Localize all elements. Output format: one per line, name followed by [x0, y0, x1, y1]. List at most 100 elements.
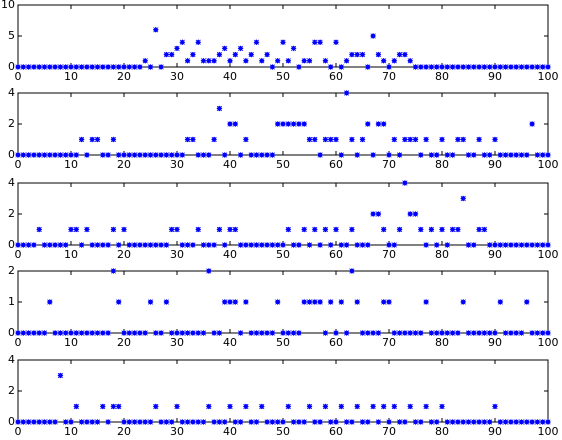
marker [99, 242, 106, 248]
marker [137, 242, 143, 248]
marker [433, 330, 440, 336]
marker [184, 136, 191, 143]
y-tick-label: 4 [8, 86, 15, 99]
marker [301, 419, 308, 425]
x-tick-label: 20 [117, 425, 131, 438]
marker [492, 403, 498, 410]
marker [84, 226, 90, 233]
marker [470, 419, 477, 425]
marker [200, 152, 207, 158]
marker [99, 403, 106, 410]
marker [142, 330, 149, 336]
y-tick-label: 2 [8, 384, 15, 397]
marker [89, 419, 96, 425]
marker [338, 242, 345, 248]
x-tick-label: 60 [329, 336, 343, 349]
marker [476, 136, 482, 143]
marker [502, 64, 509, 70]
marker [73, 403, 80, 410]
marker [15, 419, 21, 425]
marker [237, 242, 244, 248]
marker [89, 330, 96, 336]
marker [518, 419, 525, 425]
marker [62, 64, 69, 70]
x-tick-label: 20 [117, 158, 131, 171]
marker [15, 152, 21, 158]
marker [84, 419, 90, 425]
marker [84, 330, 90, 336]
marker [470, 242, 477, 248]
marker [402, 180, 408, 186]
x-tick-label: 100 [538, 70, 559, 83]
marker [126, 64, 133, 70]
marker [428, 152, 435, 158]
marker [364, 121, 371, 127]
marker [237, 152, 244, 158]
marker [359, 51, 366, 58]
marker [190, 136, 196, 143]
marker [89, 64, 96, 70]
marker [211, 330, 217, 336]
marker [513, 419, 520, 425]
marker [121, 419, 127, 425]
x-tick-label: 40 [223, 248, 237, 261]
marker [317, 242, 323, 248]
marker [168, 51, 175, 58]
marker [137, 152, 143, 158]
marker [190, 51, 196, 58]
marker [190, 419, 196, 425]
marker [41, 64, 48, 70]
marker [41, 419, 48, 425]
marker [52, 152, 58, 158]
marker [349, 51, 355, 58]
marker [137, 330, 143, 336]
marker [338, 299, 345, 305]
x-tick-label: 70 [382, 158, 396, 171]
marker [534, 64, 541, 70]
marker [486, 330, 493, 336]
marker [486, 242, 493, 248]
marker [539, 152, 546, 158]
marker [375, 330, 382, 336]
marker [476, 330, 482, 336]
marker [407, 136, 414, 143]
marker [264, 419, 270, 425]
marker [306, 299, 313, 305]
marker [502, 330, 509, 336]
marker [105, 330, 111, 336]
marker [264, 242, 270, 248]
marker [73, 330, 80, 336]
marker [253, 419, 260, 425]
marker [423, 403, 429, 410]
marker [386, 152, 392, 158]
marker [78, 136, 85, 143]
marker [227, 226, 233, 233]
marker [211, 57, 217, 64]
marker [449, 64, 456, 70]
x-tick-label: 50 [276, 70, 290, 83]
x-tick-label: 70 [382, 70, 396, 83]
marker [465, 419, 472, 425]
y-tick-label: 5 [8, 29, 15, 42]
marker [476, 226, 482, 233]
marker [216, 330, 223, 336]
marker [221, 242, 228, 248]
x-tick-label: 10 [64, 425, 78, 438]
marker [534, 152, 541, 158]
x-tick-label: 10 [64, 336, 78, 349]
marker [115, 299, 122, 305]
marker [131, 419, 138, 425]
marker [545, 419, 551, 425]
marker [158, 419, 164, 425]
x-tick-label: 20 [117, 336, 131, 349]
marker [84, 64, 90, 70]
marker [280, 39, 286, 46]
marker [237, 45, 244, 52]
marker [449, 419, 456, 425]
marker [460, 136, 467, 143]
marker [184, 57, 191, 64]
marker [333, 39, 339, 46]
marker [269, 64, 276, 70]
marker [269, 152, 276, 158]
marker [190, 330, 196, 336]
